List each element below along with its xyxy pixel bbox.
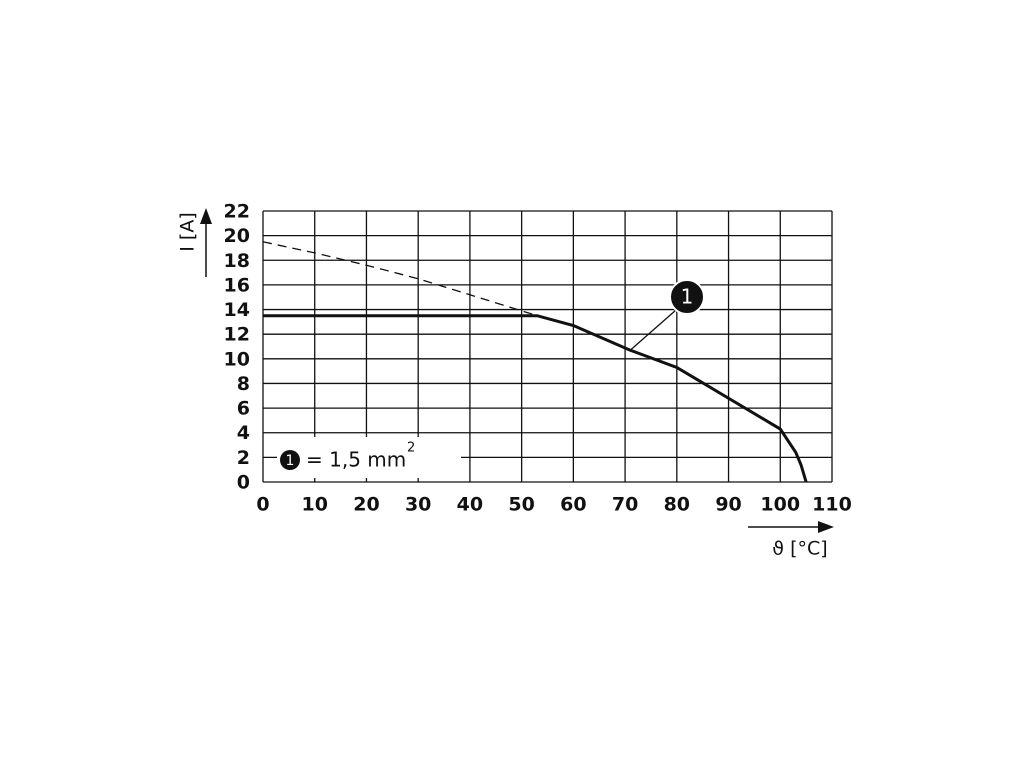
- series-line: [263, 314, 808, 483]
- x-tick-label: 50: [508, 494, 534, 516]
- y-tick-label: 4: [237, 422, 250, 444]
- x-axis-arrowhead: [818, 521, 834, 533]
- y-tick-label: 10: [224, 348, 250, 370]
- y-tick-label: 20: [224, 225, 250, 247]
- y-tick-label: 0: [237, 472, 250, 494]
- y-axis-arrowhead: [200, 208, 212, 224]
- x-tick-label: 30: [405, 494, 431, 516]
- callout-leader: [629, 309, 677, 351]
- x-tick-label: 10: [302, 494, 328, 516]
- x-tick-label: 40: [457, 494, 483, 516]
- x-tick-label: 60: [560, 494, 586, 516]
- y-tick-label: 2: [237, 447, 250, 469]
- x-axis-label: ϑ [°C]: [772, 538, 827, 560]
- legend-marker-label: 1: [286, 453, 295, 469]
- x-tick-label: 70: [612, 494, 638, 516]
- y-tick-label: 22: [224, 201, 250, 223]
- x-tick-label: 90: [715, 494, 741, 516]
- x-tick-label: 20: [353, 494, 379, 516]
- y-tick-label: 12: [224, 324, 250, 346]
- y-axis-label: I [A]: [177, 212, 199, 251]
- legend-marker: [280, 450, 300, 470]
- legend-box: [277, 437, 461, 478]
- x-tick-label: 80: [664, 494, 690, 516]
- series-line: [262, 241, 538, 317]
- x-tick-label: 110: [812, 494, 852, 516]
- y-tick-label: 8: [237, 373, 250, 395]
- y-tick-label: 18: [224, 250, 250, 272]
- x-tick-label: 0: [256, 494, 269, 516]
- y-tick-label: 16: [224, 274, 250, 296]
- legend-superscript: 2: [407, 441, 415, 456]
- legend-label: = 1,5 mm: [306, 448, 406, 472]
- callout-label: 1: [681, 285, 694, 309]
- y-tick-label: 14: [224, 299, 250, 321]
- y-tick-label: 6: [237, 398, 250, 420]
- x-tick-label: 100: [760, 494, 800, 516]
- callout-marker: [669, 279, 705, 315]
